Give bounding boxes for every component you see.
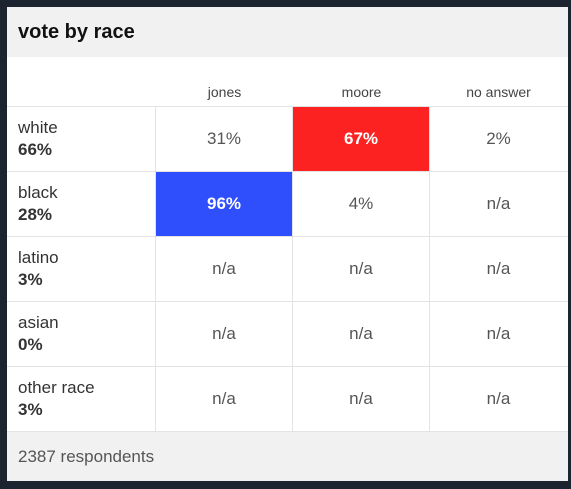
row-label: asian 0%	[7, 302, 156, 366]
vote-by-race-card: vote by race jones moore no answer white…	[7, 7, 568, 481]
race-name: black	[18, 183, 58, 202]
table-row: asian 0% n/a n/a n/a	[7, 302, 568, 367]
race-share: 0%	[18, 335, 43, 354]
race-name: latino	[18, 248, 59, 267]
race-name: white	[18, 118, 58, 137]
column-header-row: jones moore no answer	[7, 57, 568, 107]
respondents-count: 2387 respondents	[18, 446, 155, 466]
cell-moore: n/a	[293, 302, 430, 366]
row-label: white 66%	[7, 107, 156, 171]
table-row: other race 3% n/a n/a n/a	[7, 367, 568, 432]
cell-moore: 4%	[293, 172, 430, 236]
race-share: 66%	[18, 140, 53, 159]
cell-jones: 31%	[156, 107, 293, 171]
table-row: black 28% 96% 4% n/a	[7, 172, 568, 237]
race-share: 3%	[18, 270, 43, 289]
cell-moore: 67%	[293, 107, 430, 171]
race-share: 28%	[18, 205, 53, 224]
table-row: latino 3% n/a n/a n/a	[7, 237, 568, 302]
row-label: black 28%	[7, 172, 156, 236]
cell-no-answer: n/a	[486, 389, 511, 408]
cell-jones: 96%	[156, 172, 293, 236]
cell-no-answer: n/a	[486, 194, 511, 213]
row-label: latino 3%	[7, 237, 156, 301]
race-name: asian	[18, 313, 59, 332]
cell-no-answer: n/a	[486, 259, 511, 278]
cell-jones: n/a	[156, 367, 293, 431]
column-header-moore: moore	[341, 84, 382, 100]
cell-no-answer: 2%	[486, 129, 511, 148]
race-name: other race	[18, 378, 95, 397]
column-header-no-answer: no answer	[466, 84, 531, 100]
card-title: vote by race	[18, 20, 135, 43]
row-label: other race 3%	[7, 367, 156, 431]
column-header-jones: jones	[207, 84, 242, 100]
cell-moore: n/a	[293, 237, 430, 301]
cell-jones: n/a	[156, 302, 293, 366]
cell-no-answer: n/a	[486, 324, 511, 343]
respondents-footer: 2387 respondents	[7, 432, 568, 481]
cell-jones: n/a	[156, 237, 293, 301]
table-row: white 66% 31% 67% 2%	[7, 107, 568, 172]
card-header: vote by race	[7, 7, 568, 57]
cell-moore: n/a	[293, 367, 430, 431]
race-share: 3%	[18, 400, 43, 419]
